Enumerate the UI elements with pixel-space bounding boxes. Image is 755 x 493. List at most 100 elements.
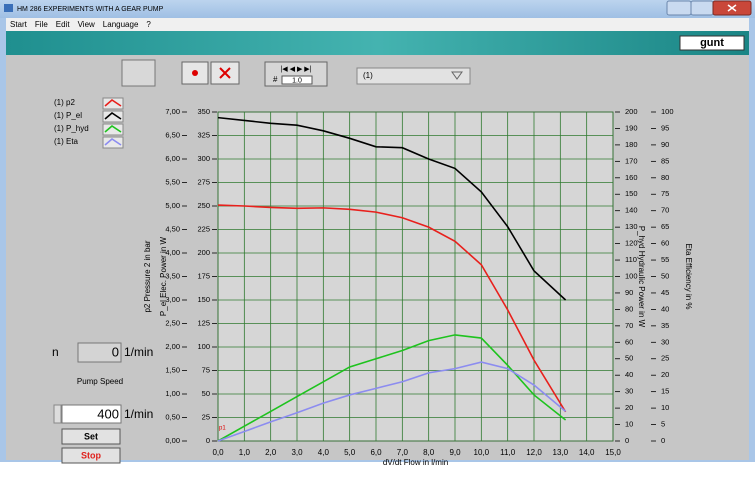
x-tick-label: 4,0	[318, 448, 330, 457]
blank-button[interactable]	[121, 59, 156, 87]
y-tick-label: 170	[625, 156, 638, 165]
x-tick-label: 8,0	[423, 448, 435, 457]
y-tick-label: 2,00	[165, 342, 180, 351]
legend-swatch	[102, 110, 124, 123]
legend-swatch	[102, 97, 124, 110]
y-tick-label: 30	[625, 387, 633, 396]
window-title: HM 286 EXPERIMENTS WITH A GEAR PUMP	[17, 6, 164, 13]
stop-label: Stop	[81, 450, 101, 460]
speed-value: 400	[97, 406, 119, 421]
nav-arrows[interactable]: |◀ ◀ ▶ ▶|	[280, 66, 311, 73]
y-tick-label: 4,00	[165, 248, 180, 257]
y-tick-label: 7,00	[165, 107, 180, 116]
speed-label-box: Pump Speed	[77, 377, 123, 386]
x-tick-label: 2,0	[265, 448, 277, 457]
y-tick-label: 5	[661, 420, 665, 429]
stop-button[interactable]	[61, 447, 121, 464]
menu-item[interactable]: Edit	[56, 20, 71, 29]
menu-item[interactable]: ?	[146, 20, 151, 29]
dropdown-arrow	[451, 71, 463, 80]
title-bar	[0, 0, 755, 18]
menu-item[interactable]: Start	[10, 20, 28, 29]
y-tick-label: 100	[625, 271, 638, 280]
y-tick-label: 150	[625, 189, 638, 198]
legend-label: (1) P_el	[54, 111, 82, 120]
y-tick-label: 70	[661, 206, 669, 215]
x-tick-label: 6,0	[370, 448, 382, 457]
y-tick-label: 40	[625, 370, 633, 379]
n-label: n	[52, 345, 59, 359]
legend-label: (1) p2	[54, 98, 75, 107]
y-tick-label: 1,00	[165, 389, 180, 398]
series-line	[217, 116, 567, 301]
x-tick-label: 15,0	[605, 448, 621, 457]
y-axis-label: P_el Elec. Power in W	[159, 236, 168, 316]
y-tick-label: 80	[661, 173, 669, 182]
menu-bar	[6, 18, 749, 31]
record-icon	[192, 70, 198, 76]
speed-input[interactable]	[61, 404, 122, 424]
y-tick-label: 10	[661, 403, 669, 412]
y-tick-label: 300	[197, 154, 210, 163]
dropdown[interactable]	[356, 67, 471, 85]
y-tick-label: 200	[625, 107, 638, 116]
y-tick-label: 110	[625, 255, 637, 264]
x-tick-label: 7,0	[397, 448, 409, 457]
delete-icon	[219, 67, 231, 79]
close-icon	[727, 4, 737, 12]
y-tick-label: 0	[661, 436, 665, 445]
menu-item[interactable]: View	[78, 20, 95, 29]
menu-item[interactable]: File	[35, 20, 48, 29]
y-tick-label: 6,50	[165, 130, 180, 139]
app-icon	[4, 4, 13, 12]
y-tick-label: 150	[197, 295, 210, 304]
y-tick-label: 75	[661, 189, 669, 198]
set-button[interactable]	[61, 428, 121, 445]
y-tick-label: 90	[625, 288, 633, 297]
speed-spinner[interactable]	[53, 404, 62, 424]
x-tick-label: 11,0	[500, 448, 516, 457]
minimize-button[interactable]	[666, 0, 692, 16]
y-axis-label: p2 Pressure 2 in bar	[143, 240, 152, 312]
series-line	[217, 204, 567, 413]
x-tick-label: 3,0	[291, 448, 303, 457]
y-tick-label: 20	[661, 370, 669, 379]
maximize-button[interactable]	[690, 0, 714, 16]
y-tick-label: 50	[625, 354, 633, 363]
y-tick-label: 100	[197, 342, 210, 351]
y-tick-label: 40	[661, 304, 669, 313]
y-tick-label: 200	[197, 248, 210, 257]
speed-unit: 1/min	[124, 407, 153, 421]
legend: (1) p2 (1) P_el (1) P_hyd (1) Eta	[54, 97, 124, 149]
set-label: Set	[84, 431, 98, 441]
y-tick-label: 25	[202, 412, 210, 421]
y-tick-label: 0,50	[165, 412, 180, 421]
y-axis-label: Eta Efficiency in %	[684, 243, 693, 309]
menu-item[interactable]: Language	[103, 20, 139, 29]
legend-swatch	[102, 136, 124, 149]
y-tick-label: 6,00	[165, 154, 180, 163]
y-tick-label: 65	[661, 222, 669, 231]
y-tick-label: 55	[661, 255, 669, 264]
y-tick-label: 35	[661, 321, 669, 330]
y-tick-label: 1,50	[165, 365, 180, 374]
y-tick-label: 3,00	[165, 295, 180, 304]
x-tick-label: 10,0	[474, 448, 490, 457]
series-line	[217, 334, 567, 442]
y-tick-label: 3,50	[165, 271, 180, 280]
y-tick-label: 80	[625, 304, 633, 313]
y-tick-label: 140	[625, 206, 638, 215]
x-tick-label: 5,0	[344, 448, 356, 457]
y-tick-label: 325	[197, 130, 210, 139]
y-tick-label: 100	[661, 107, 674, 116]
y-tick-label: 2,50	[165, 318, 180, 327]
y-tick-label: 85	[661, 156, 669, 165]
y-tick-label: 95	[661, 123, 669, 132]
y-tick-label: 4,50	[165, 224, 180, 233]
y-tick-label: 60	[625, 337, 633, 346]
counter-value: 1.0	[292, 77, 302, 84]
y-tick-label: 350	[197, 107, 210, 116]
legend-line	[104, 124, 122, 133]
counter-field[interactable]	[281, 75, 313, 85]
